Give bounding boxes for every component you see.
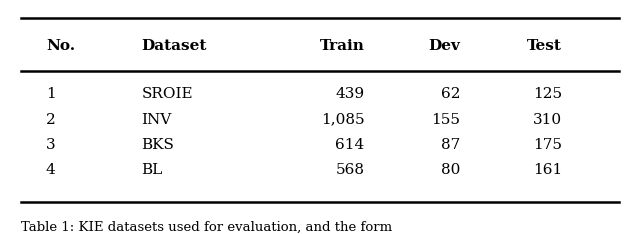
Text: 4: 4 [46,163,56,177]
Text: SROIE: SROIE [141,87,193,101]
Text: BKS: BKS [141,138,175,152]
Text: 1: 1 [46,87,56,101]
Text: 439: 439 [335,87,365,101]
Text: 614: 614 [335,138,365,152]
Text: 3: 3 [46,138,56,152]
Text: 1,085: 1,085 [321,113,365,127]
Text: 62: 62 [441,87,460,101]
Text: 87: 87 [441,138,460,152]
Text: 80: 80 [441,163,460,177]
Text: 310: 310 [533,113,562,127]
Text: No.: No. [46,39,75,53]
Text: INV: INV [141,113,172,127]
Text: Test: Test [527,39,562,53]
Text: Table 1: KIE datasets used for evaluation, and the form: Table 1: KIE datasets used for evaluatio… [20,221,392,234]
Text: Train: Train [320,39,365,53]
Text: BL: BL [141,163,163,177]
Text: 2: 2 [46,113,56,127]
Text: 161: 161 [533,163,562,177]
Text: Dev: Dev [428,39,460,53]
Text: 175: 175 [533,138,562,152]
Text: 568: 568 [335,163,365,177]
Text: 155: 155 [431,113,460,127]
Text: Dataset: Dataset [141,39,207,53]
Text: 125: 125 [533,87,562,101]
